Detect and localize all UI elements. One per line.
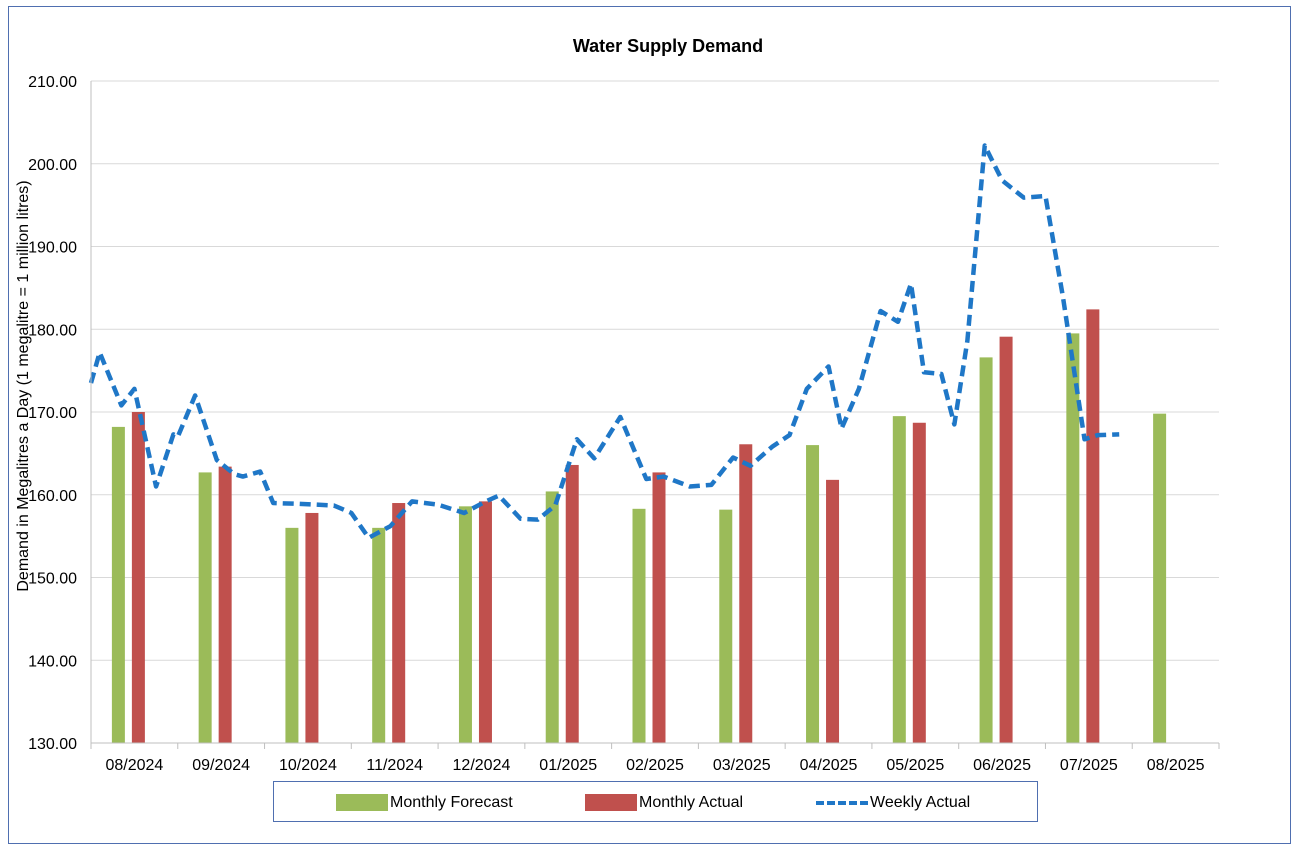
forecast-bar <box>545 491 559 743</box>
forecast-bar <box>632 508 646 743</box>
actual-bar <box>131 412 145 743</box>
actual-bar <box>1086 309 1100 743</box>
actual-bar <box>652 472 666 743</box>
x-tick-label: 06/2025 <box>973 757 1031 774</box>
legend-item-weekly: Weekly Actual <box>816 782 970 823</box>
x-tick-label: 10/2024 <box>279 757 337 774</box>
legend-swatch-actual <box>585 794 637 811</box>
y-tick-label: 180.00 <box>28 322 77 339</box>
forecast-bar <box>372 527 386 743</box>
x-tick-label: 02/2025 <box>626 757 684 774</box>
forecast-bar <box>979 357 993 743</box>
forecast-bar <box>458 506 472 743</box>
legend-label-forecast: Monthly Forecast <box>390 793 513 811</box>
forecast-bar <box>1066 333 1080 743</box>
forecast-bar <box>806 445 820 743</box>
y-tick-label: 140.00 <box>28 653 77 670</box>
x-tick-label: 03/2025 <box>713 757 771 774</box>
x-tick-label: 08/2025 <box>1147 757 1205 774</box>
forecast-bar <box>111 426 125 743</box>
legend: Monthly Forecast Monthly Actual Weekly A… <box>273 781 1038 822</box>
forecast-bar <box>285 527 299 743</box>
legend-item-actual: Monthly Actual <box>585 782 743 823</box>
legend-label-weekly: Weekly Actual <box>870 793 971 811</box>
x-tick-label: 01/2025 <box>539 757 597 774</box>
y-tick-label: 130.00 <box>28 736 77 753</box>
legend-label-actual: Monthly Actual <box>639 793 744 811</box>
bars <box>111 309 1167 743</box>
x-tick-label: 07/2025 <box>1060 757 1118 774</box>
actual-bar <box>999 336 1013 743</box>
actual-bar <box>912 422 926 743</box>
y-tick-label: 150.00 <box>28 571 77 588</box>
y-tick-label: 200.00 <box>28 157 77 174</box>
y-tick-label: 170.00 <box>28 405 77 422</box>
x-tick-label: 12/2024 <box>453 757 511 774</box>
legend-item-forecast: Monthly Forecast <box>336 782 513 823</box>
actual-bar <box>392 503 406 743</box>
weekly-line <box>88 143 1120 541</box>
forecast-bar <box>719 509 733 743</box>
x-tick-label: 08/2024 <box>105 757 163 774</box>
y-tick-label: 210.00 <box>28 74 77 91</box>
legend-swatch-forecast <box>336 794 388 811</box>
axes <box>90 81 1220 749</box>
x-tick-label: 05/2025 <box>886 757 944 774</box>
actual-bar <box>305 512 319 743</box>
x-tick-label: 09/2024 <box>192 757 250 774</box>
x-tick-labels: 08/2024 09/2024 10/2024 11/2024 12/2024 01/20… <box>105 757 1204 774</box>
actual-bar <box>478 501 492 743</box>
y-tick-label: 190.00 <box>28 240 77 257</box>
actual-bar <box>826 479 840 743</box>
x-tick-label: 11/2024 <box>366 757 423 774</box>
x-tick-label: 04/2025 <box>800 757 858 774</box>
actual-bar <box>565 464 579 743</box>
forecast-bar <box>892 416 906 743</box>
legend-swatch-weekly <box>816 800 868 805</box>
actual-bar <box>739 444 753 743</box>
weekly-actual-line <box>88 143 1120 541</box>
chart-title: Water Supply Demand <box>573 36 763 56</box>
actual-bar <box>218 466 232 743</box>
y-axis-label: Demand in Megalitres a Day (1 megalitre … <box>15 180 32 591</box>
forecast-bar <box>198 472 212 743</box>
forecast-bar <box>1153 413 1167 743</box>
y-tick-label: 160.00 <box>28 488 77 505</box>
y-tick-labels: 130.00 140.00 150.00 160.00 170.00 180.00 190.… <box>28 74 77 753</box>
